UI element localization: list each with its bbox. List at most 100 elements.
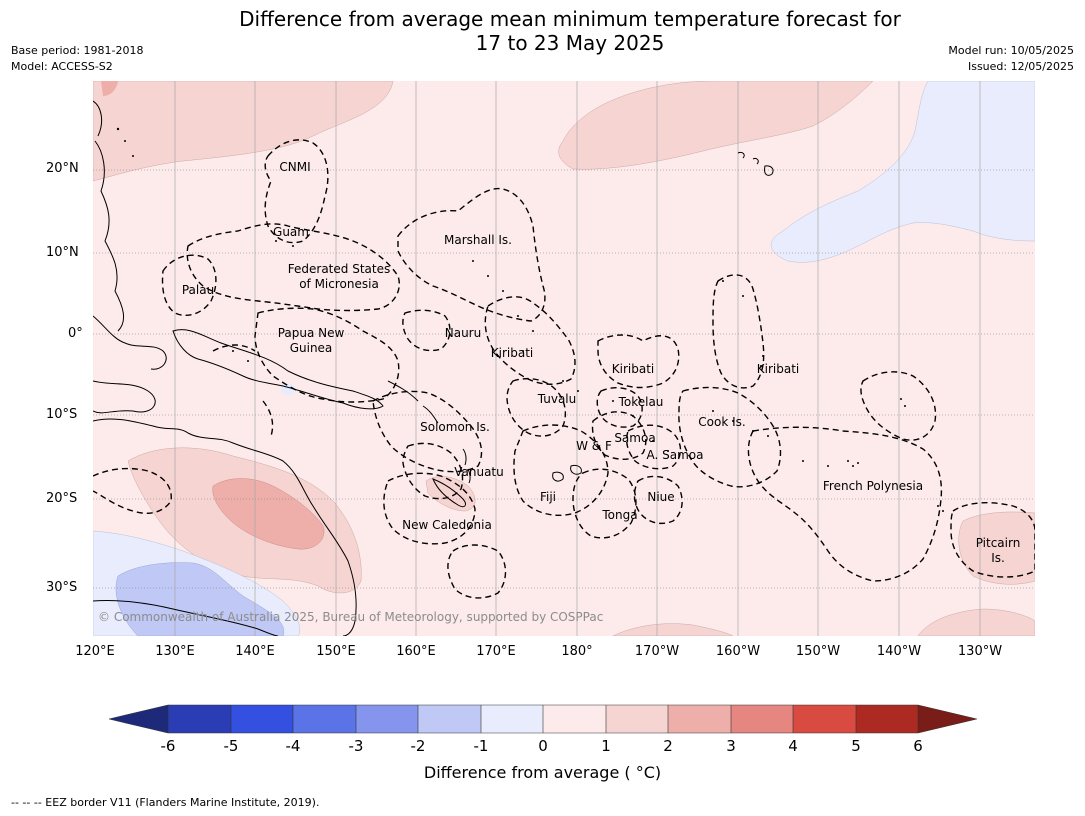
lon-label-170e: 170°E	[476, 644, 516, 659]
lon-label-130e: 130°E	[155, 644, 195, 659]
lon-label-160e: 160°E	[396, 644, 436, 659]
label-a-samoa: A. Samoa	[647, 448, 704, 462]
lat-label-20n: 20°N	[46, 161, 79, 176]
lon-label-120e: 120°E	[75, 644, 115, 659]
map-title-line1: Difference from average mean minimum tem…	[239, 7, 901, 31]
label-vanuatu: Vanuatu	[454, 465, 504, 479]
label-solomon: Solomon Is.	[420, 420, 490, 434]
meta-right: Model run: 10/05/2025 Issued: 12/05/2025	[948, 43, 1074, 75]
eez-borders	[93, 139, 1035, 599]
colorbar-tick-1: 1	[601, 737, 611, 755]
colorbar-tick-5: 5	[851, 737, 861, 755]
colorbar-extend-low	[109, 705, 168, 733]
label-kiribati-east: Kiribati	[757, 362, 799, 376]
colorbar-tick-3: 3	[726, 737, 736, 755]
colorbar-bin-3-4	[731, 705, 793, 733]
label-tonga: Tonga	[601, 508, 637, 522]
label-wf: W & F	[576, 439, 612, 453]
label-pitcairn-line1: Pitcairn	[976, 536, 1021, 550]
label-new-caledonia: New Caledonia	[402, 518, 492, 532]
colorbar: -6 -5 -4 -3 -2 -1 0 1 2 3 4 5 6	[108, 704, 978, 755]
anomaly-region-north-central	[558, 81, 874, 170]
label-png-line1: Papua New	[278, 326, 345, 340]
label-fsm-line1: Federated States	[288, 262, 390, 276]
label-png-line2: Guinea	[290, 341, 333, 355]
colorbar-bin-0-1	[543, 705, 606, 733]
colorbar-bin-1-2	[606, 705, 668, 733]
eez-legend-footer: -- -- -- EEZ border V11 (Flanders Marine…	[11, 796, 320, 809]
label-niue: Niue	[647, 490, 674, 504]
anomaly-region-south-central	[612, 623, 734, 636]
colorbar-tick-4: 4	[788, 737, 798, 755]
colorbar-tick-6: 6	[913, 737, 923, 755]
lat-label-equator: 0°	[68, 326, 83, 341]
colorbar-tick-neg5: -5	[224, 737, 239, 755]
label-fiji: Fiji	[540, 490, 556, 504]
colorbar-bin-2-3	[668, 705, 731, 733]
lon-label-180: 180°	[561, 644, 593, 659]
issued-date: Issued: 12/05/2025	[967, 60, 1074, 73]
colorbar-extend-high	[918, 705, 977, 733]
label-kiribati-central: Kiribati	[612, 362, 654, 376]
island-dots	[116, 127, 944, 512]
lat-label-20s: 20°S	[46, 491, 78, 506]
model-run: Model run: 10/05/2025	[948, 44, 1074, 57]
map-title: Difference from average mean minimum tem…	[0, 7, 1085, 55]
colorbar-tick-neg6: -6	[161, 737, 176, 755]
anomaly-region-south-east	[917, 608, 1035, 636]
map-canvas: CNMI Guam Marshall Is. Federated States …	[93, 81, 1035, 636]
colorbar-bin-5-6	[856, 705, 918, 733]
lon-label-140w: 140°W	[876, 644, 922, 659]
lat-label-10n: 10°N	[46, 245, 79, 260]
anomaly-region-nw	[93, 81, 394, 182]
map-title-line2: 17 to 23 May 2025	[475, 31, 665, 55]
colorbar-tick-neg4: -4	[286, 737, 301, 755]
label-tokelau: Tokelau	[618, 395, 664, 409]
lon-label-160w: 160°W	[715, 644, 761, 659]
meta-left: Base period: 1981-2018 Model: ACCESS-S2	[11, 43, 143, 75]
label-cnmi: CNMI	[279, 160, 310, 174]
anomaly-region-new-caledonia	[425, 476, 476, 512]
label-french-polynesia: French Polynesia	[823, 479, 923, 493]
colorbar-ticks: -6 -5 -4 -3 -2 -1 0 1 2 3 4 5 6	[161, 737, 923, 755]
colorbar-tick-neg3: -3	[349, 737, 364, 755]
colorbar-bin-neg3-neg2	[356, 705, 418, 733]
colorbar-bin-neg2-neg1	[418, 705, 481, 733]
anomaly-region-pitcairn	[958, 511, 1035, 585]
colorbar-tick-2: 2	[663, 737, 673, 755]
colorbar-bin-neg4-neg3	[293, 705, 356, 733]
label-marshall: Marshall Is.	[444, 233, 512, 247]
colorbar-tick-0: 0	[538, 737, 548, 755]
model-name: Model: ACCESS-S2	[11, 60, 113, 73]
label-fsm-line2: of Micronesia	[299, 277, 379, 291]
label-palau: Palau	[182, 283, 214, 297]
label-cook: Cook Is.	[698, 415, 745, 429]
label-nauru: Nauru	[445, 326, 481, 340]
coastlines	[93, 100, 774, 636]
anomaly-region-north-pacific-cool	[771, 81, 1035, 263]
place-labels: CNMI Guam Marshall Is. Federated States …	[182, 160, 1020, 565]
label-kiribati-west: Kiribati	[491, 346, 533, 360]
colorbar-bin-neg6-neg5	[168, 705, 231, 733]
base-period: Base period: 1981-2018	[11, 44, 144, 57]
colorbar-label: Difference from average ( °C)	[423, 763, 662, 782]
colorbar-outline	[108, 704, 978, 734]
colorbar-tick-neg1: -1	[474, 737, 489, 755]
label-samoa: Samoa	[614, 431, 655, 445]
anomaly-region-south-australia-cool	[115, 562, 285, 636]
lon-label-140e: 140°E	[235, 644, 275, 659]
colorbar-bin-4-5	[793, 705, 856, 733]
colorbar-tick-neg2: -2	[411, 737, 426, 755]
anomaly-region-queensland	[212, 478, 325, 550]
map-panel[interactable]: CNMI Guam Marshall Is. Federated States …	[93, 81, 1035, 636]
label-pitcairn-line2: Is.	[991, 551, 1005, 565]
label-tuvalu: Tuvalu	[537, 392, 577, 406]
lon-label-150e: 150°E	[316, 644, 356, 659]
lon-label-150w: 150°W	[795, 644, 841, 659]
lat-label-30s: 30°S	[46, 580, 78, 595]
anomaly-region-north-edge	[101, 81, 118, 96]
lon-label-170w: 170°W	[634, 644, 680, 659]
lon-label-130w: 130°W	[957, 644, 1003, 659]
longitude-gridlines	[174, 81, 981, 636]
colorbar-bin-neg5-neg4	[231, 705, 293, 733]
